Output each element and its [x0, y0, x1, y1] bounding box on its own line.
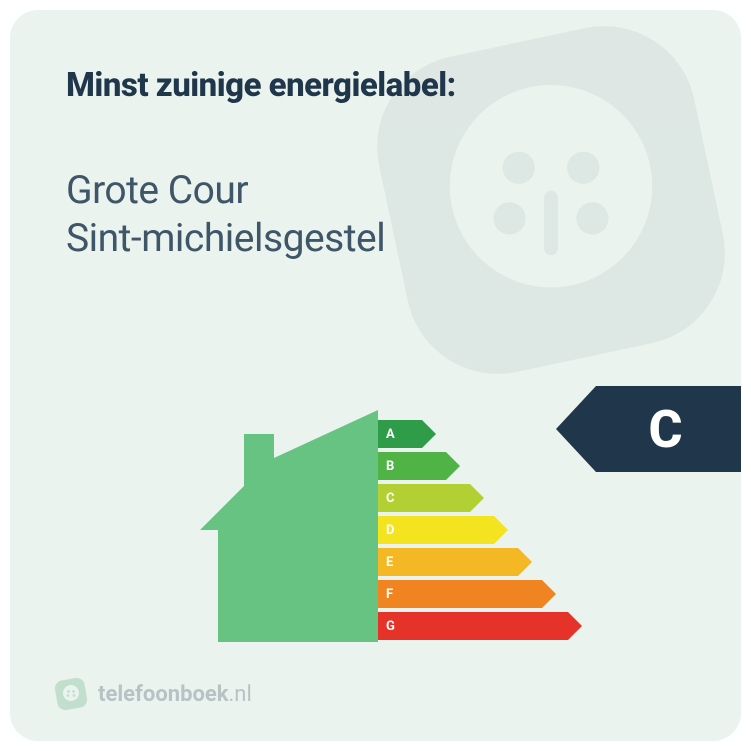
result-letter: C	[556, 386, 741, 472]
brand-text: telefoonboek.nl	[98, 682, 252, 707]
house-icon	[200, 410, 378, 642]
location: Grote Cour Sint-michielsgestel	[66, 167, 685, 262]
title: Minst zuinige energielabel:	[66, 66, 685, 105]
energy-bar-label: C	[386, 484, 395, 512]
card: Minst zuinige energielabel: Grote Cour S…	[10, 10, 741, 741]
footer: telefoonboek.nl	[54, 677, 252, 711]
energy-bar-d: D	[378, 516, 582, 544]
energy-bar-e: E	[378, 548, 582, 576]
energy-bar-label: D	[386, 516, 394, 544]
energy-bar-f: F	[378, 580, 582, 608]
energy-bar-b: B	[378, 452, 582, 480]
energy-bar-g: G	[378, 612, 582, 640]
energy-bar-label: B	[386, 452, 394, 480]
location-line1: Grote Cour	[66, 167, 248, 213]
result-badge: C	[556, 386, 741, 472]
brand-tld: .nl	[229, 682, 252, 707]
content: Minst zuinige energielabel: Grote Cour S…	[10, 10, 741, 262]
energy-bar-label: E	[386, 548, 393, 576]
energy-bar-c: C	[378, 484, 582, 512]
brand-icon	[54, 677, 88, 711]
energy-bar-label: G	[386, 612, 395, 640]
brand-name: telefoonboek	[98, 682, 229, 707]
energy-bar-label: A	[386, 420, 395, 448]
energy-bar-label: F	[386, 580, 393, 608]
location-line2: Sint-michielsgestel	[66, 215, 385, 261]
energy-bar-a: A	[378, 420, 582, 448]
energy-bars: ABCDEFG	[378, 420, 582, 644]
